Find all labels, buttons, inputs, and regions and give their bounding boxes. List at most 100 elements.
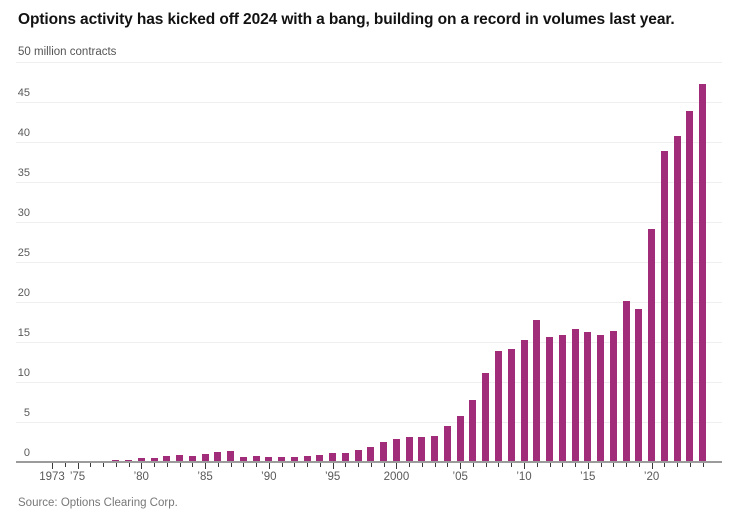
y-tick-label-40: 40	[17, 127, 30, 139]
x-tick-2010	[524, 463, 525, 469]
bar-1983	[176, 454, 184, 462]
bar-2006	[469, 400, 477, 462]
y-tick-label-15: 15	[17, 327, 30, 339]
x-tick-1976	[90, 463, 92, 467]
x-tick-2002	[421, 463, 423, 467]
bar-2022	[673, 136, 681, 462]
bar-1994	[316, 454, 324, 462]
x-tick-1978	[115, 463, 117, 467]
bar-1997	[354, 450, 362, 462]
bar-2016	[597, 334, 605, 462]
x-tick-2000	[396, 463, 398, 469]
x-tick-1980	[141, 463, 143, 469]
bar-1981	[150, 458, 158, 462]
x-tick-label-1975: ’75	[69, 471, 86, 483]
x-tick-label-1995: ’95	[324, 471, 341, 483]
x-tick-1984	[192, 463, 194, 467]
x-tick-1990	[268, 463, 270, 469]
bar-2007	[482, 373, 490, 462]
gridline-10	[16, 382, 722, 383]
bar-2002	[418, 437, 426, 462]
x-tick-2007	[485, 463, 487, 467]
bar-1982	[163, 456, 171, 462]
x-tick-2019	[638, 463, 640, 467]
y-tick-label-5: 5	[23, 407, 30, 419]
x-tick-2005	[460, 463, 462, 469]
y-axis-unit-label: 50 million contracts	[18, 46, 117, 58]
bar-1985	[201, 454, 209, 462]
x-tick-1989	[256, 463, 258, 467]
x-tick-2018	[626, 463, 628, 467]
x-tick-2016	[600, 463, 602, 467]
x-tick-label-2015: ’15	[580, 471, 596, 483]
x-tick-2011	[536, 463, 538, 467]
gridline-45	[16, 102, 722, 103]
x-tick-2015	[587, 463, 589, 469]
x-tick-1985	[205, 463, 207, 469]
y-tick-label-25: 25	[17, 247, 30, 259]
x-tick-label-1985: ’85	[197, 471, 213, 483]
x-tick-1975	[77, 463, 79, 469]
x-tick-1982	[166, 463, 168, 467]
bar-1984	[188, 456, 196, 462]
x-tick-label-1980: ’80	[133, 471, 149, 483]
x-tick-2020	[651, 463, 653, 469]
x-tick-1979	[128, 463, 130, 467]
bar-2023	[686, 110, 694, 462]
x-tick-label-2010: ’10	[516, 471, 532, 483]
bar-1992	[290, 456, 298, 462]
bar-2001	[405, 437, 413, 462]
bar-1996	[341, 452, 349, 462]
bar-1999	[380, 442, 388, 462]
bar-2018	[622, 301, 630, 462]
bar-2019	[635, 309, 643, 462]
bar-2011	[533, 319, 541, 462]
x-tick-1999	[383, 463, 385, 467]
x-tick-2001	[409, 463, 411, 467]
y-tick-label-35: 35	[17, 167, 30, 179]
x-tick-1992	[294, 463, 296, 467]
x-tick-1994	[319, 463, 321, 467]
gridline-35	[16, 182, 722, 183]
y-tick-label-20: 20	[17, 287, 30, 299]
x-tick-2013	[562, 463, 564, 467]
x-tick-1995	[332, 463, 334, 469]
chart-title: Options activity has kicked off 2024 wit…	[18, 11, 675, 28]
y-tick-label-0: 0	[23, 447, 30, 459]
bar-2003	[431, 435, 439, 462]
y-tick-label-45: 45	[17, 87, 30, 99]
x-tick-2008	[498, 463, 500, 467]
gridline-30	[16, 222, 722, 223]
x-tick-2023	[689, 463, 691, 467]
x-tick-2017	[613, 463, 615, 467]
bar-2024	[699, 83, 707, 462]
x-tick-1981	[154, 463, 156, 467]
bar-2013	[558, 334, 566, 462]
x-tick-1986	[217, 463, 219, 467]
bar-2012	[546, 337, 554, 462]
x-tick-2024	[702, 463, 704, 467]
bar-2021	[660, 150, 668, 462]
x-tick-2014	[575, 463, 577, 467]
bar-1998	[367, 446, 375, 462]
x-tick-label-1973: 1973	[39, 471, 65, 483]
bar-2008	[494, 350, 502, 462]
x-tick-1996	[345, 463, 347, 467]
bar-1989	[252, 456, 260, 462]
x-tick-label-2005: ’05	[452, 471, 468, 483]
gridline-20	[16, 302, 722, 303]
bar-2000	[392, 438, 400, 462]
x-tick-1977	[103, 463, 105, 467]
x-tick-1998	[370, 463, 372, 467]
x-tick-1983	[179, 463, 181, 467]
y-tick-label-30: 30	[17, 207, 30, 219]
x-tick-1997	[358, 463, 360, 467]
bar-1993	[303, 455, 311, 462]
x-tick-1987	[230, 463, 232, 467]
x-tick-2009	[511, 463, 513, 467]
bar-2009	[507, 349, 515, 462]
x-tick-1974	[64, 463, 66, 467]
bar-1991	[278, 456, 286, 462]
